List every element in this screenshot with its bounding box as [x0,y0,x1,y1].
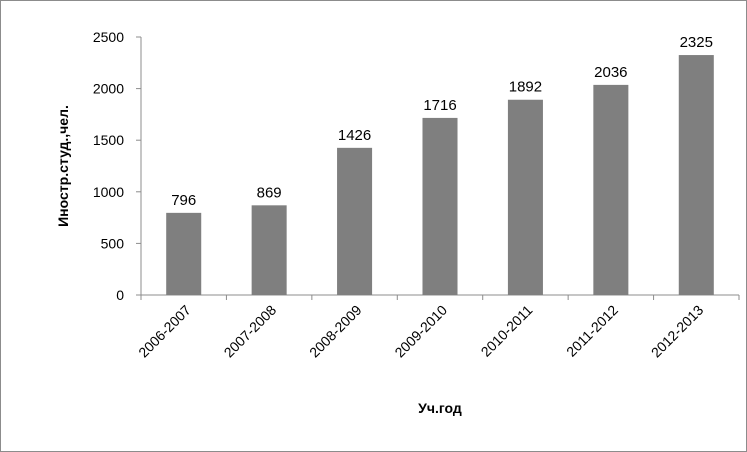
x-tick-label: 2006-2007 [135,302,194,361]
bar [507,99,543,295]
y-tick-label: 0 [116,287,124,303]
data-label: 1716 [423,97,456,114]
data-label: 869 [257,184,282,201]
x-tick-label: 2011-2012 [563,302,621,360]
data-label: 1426 [338,127,371,144]
data-label: 1892 [509,79,542,96]
y-axis-title: Иностр.студ.,чел. [55,105,71,227]
bar [337,147,373,295]
x-axis-title: Уч.год [418,400,462,416]
bar [593,84,629,295]
data-label: 2036 [594,64,627,81]
bars [166,55,714,296]
y-tick-label: 1500 [93,132,124,148]
x-tick-label: 2008-2009 [306,302,365,361]
x-tick-label: 2010-2011 [478,302,536,360]
bar [251,205,287,295]
y-axis: 0 500 1000 1500 2000 2500 [93,29,142,303]
y-tick-label: 2500 [93,29,124,45]
data-label: 796 [171,192,196,209]
bar [678,55,714,296]
bar [422,117,458,295]
x-tick-label: 2007-2008 [221,302,280,361]
x-axis: 2006-2007 2007-2008 2008-2009 2009-2010 2010… [135,294,740,361]
x-tick-label: 2012-2013 [648,302,707,361]
y-tick-label: 2000 [93,81,124,97]
data-labels: 796 869 1426 1716 1892 2036 2325 [171,34,713,209]
data-label: 2325 [680,34,713,51]
x-tick-label: 2009-2010 [391,302,450,361]
y-tick-label: 500 [101,235,125,251]
y-tick-label: 1000 [93,184,124,200]
bar [166,212,202,295]
